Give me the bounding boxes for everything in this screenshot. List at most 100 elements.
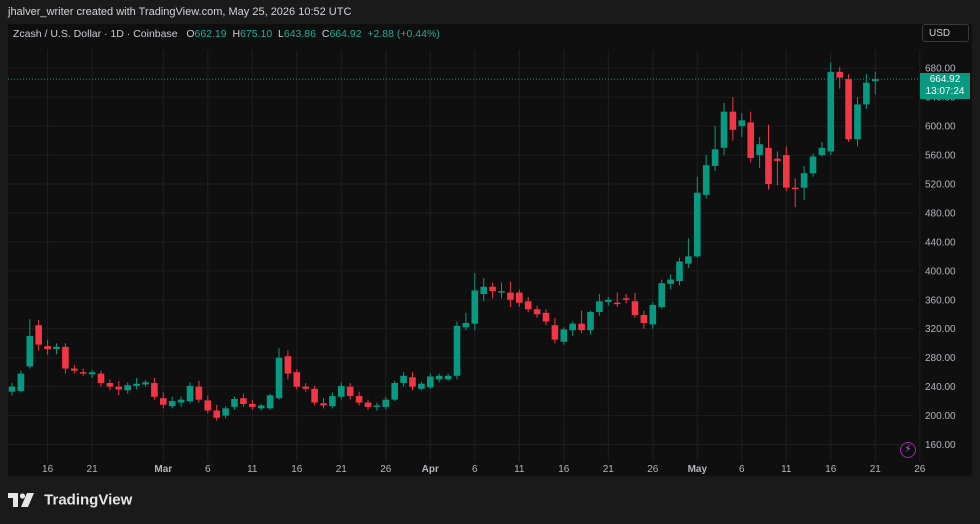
candle <box>240 393 247 407</box>
x-axis-ticks: 16 21 Mar 6 11 16 21 26 Apr 6 11 16 21 26 May 6 11 16 21 26 <box>42 464 926 475</box>
candle-body <box>489 286 496 292</box>
y-tick-label: 520.00 <box>925 180 956 191</box>
candle-body <box>97 373 105 384</box>
candle <box>293 369 301 390</box>
y-axis-ticks: 160.00 200.00 240.00 280.00 320.00 360.00 400.… <box>925 64 956 451</box>
candle-body <box>685 256 692 264</box>
legend-low-label: L <box>278 28 284 40</box>
candle-body <box>622 298 630 300</box>
candle <box>391 380 398 402</box>
candle-body <box>836 71 843 78</box>
candle-body <box>382 399 390 407</box>
y-tick-label: 600.00 <box>925 122 956 133</box>
currency-button[interactable]: USD <box>922 24 969 42</box>
candle-body <box>667 279 674 284</box>
lightning-icon[interactable]: ⚡ <box>900 442 916 458</box>
candle-body <box>79 372 87 374</box>
candle-body <box>631 301 639 315</box>
candle <box>88 369 96 378</box>
candle <box>569 321 576 336</box>
candle <box>35 320 42 351</box>
candle-body <box>62 346 69 369</box>
candle <box>8 383 16 396</box>
legend-symbol: Zcash / U.S. Dollar · 1D · Coinbase <box>13 28 178 40</box>
candle <box>311 385 318 406</box>
candle <box>186 382 194 404</box>
candle-body <box>88 372 96 375</box>
candle-body <box>498 291 505 293</box>
candle <box>62 343 69 374</box>
candle <box>658 279 665 309</box>
candle <box>818 142 826 157</box>
candle <box>640 310 648 329</box>
legend-open-value: 662.19 <box>194 28 227 40</box>
candle-body <box>240 398 247 405</box>
candle <box>115 380 123 396</box>
candle-body <box>783 155 790 188</box>
tradingview-logo-icon <box>8 493 34 508</box>
candle <box>133 377 140 390</box>
legend-low-value: 643.86 <box>283 28 316 40</box>
y-tick-label: 440.00 <box>925 237 956 248</box>
candle <box>551 317 559 344</box>
candle <box>355 391 363 406</box>
tradingview-brand[interactable]: TradingView <box>8 491 132 513</box>
candle-body <box>35 325 42 345</box>
candle <box>694 176 701 258</box>
candle-body <box>507 292 514 300</box>
candle-body <box>44 346 51 350</box>
candle-body <box>453 325 461 376</box>
x-tick-label: Apr <box>422 464 439 475</box>
x-tick-label: May <box>688 464 708 475</box>
x-tick-label: 16 <box>558 464 570 475</box>
candle-body <box>257 405 265 409</box>
candlestick-chart[interactable]: 160.00 200.00 240.00 280.00 320.00 360.00 400.… <box>0 0 980 476</box>
candle <box>863 74 870 109</box>
chart-frame[interactable] <box>8 24 972 476</box>
candle-body <box>151 383 158 397</box>
candle-body <box>516 292 523 303</box>
candle-body <box>791 187 799 190</box>
x-tick-label: 11 <box>247 464 258 475</box>
candle <box>444 373 452 381</box>
candle-body <box>329 396 336 407</box>
candle-body <box>177 399 185 403</box>
candle-body <box>613 302 621 305</box>
candle <box>729 97 737 141</box>
candle-body <box>756 144 763 156</box>
candle-body <box>427 376 434 388</box>
candle-body <box>124 385 131 391</box>
candle <box>151 377 158 400</box>
candle-body <box>418 383 425 389</box>
candle-body <box>373 405 381 407</box>
legend-open-label: O <box>186 28 195 40</box>
y-tick-label: 480.00 <box>925 208 956 219</box>
x-tick-label: 21 <box>87 464 99 475</box>
candle-body <box>649 304 657 325</box>
y-tick-label: 360.00 <box>925 295 956 306</box>
candle <box>489 282 496 299</box>
candle <box>800 165 808 200</box>
candle-body <box>231 398 238 407</box>
legend-close-label: C <box>321 28 330 40</box>
candle-body <box>391 383 398 400</box>
candle-body <box>338 385 345 397</box>
candle <box>774 151 781 186</box>
x-tick-label: 6 <box>472 464 478 475</box>
candle-body <box>533 309 541 315</box>
candle <box>854 97 861 147</box>
x-tick-label: 11 <box>514 464 525 475</box>
candle-body <box>560 329 568 342</box>
y-tick-label: 320.00 <box>925 324 956 335</box>
x-tick-label: 26 <box>380 464 392 475</box>
candle-body <box>765 147 772 185</box>
candle <box>667 274 674 289</box>
candle <box>631 292 639 318</box>
candle <box>516 289 523 308</box>
candle <box>498 282 505 299</box>
candle-body <box>293 372 301 387</box>
x-tick-label: Mar <box>154 464 172 475</box>
candle-body <box>284 356 292 374</box>
candle <box>872 71 879 95</box>
candle-body <box>747 122 754 158</box>
